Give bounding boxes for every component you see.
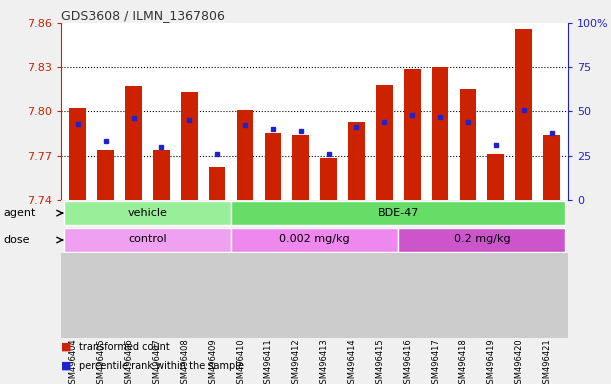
Bar [376, 85, 393, 200]
Bar [488, 154, 504, 200]
Bar [64, 228, 231, 252]
Text: ■: ■ [61, 361, 71, 371]
Bar [236, 110, 254, 200]
Text: GDS3608 / ILMN_1367806: GDS3608 / ILMN_1367806 [61, 9, 225, 22]
Text: 0.2 mg/kg: 0.2 mg/kg [453, 235, 510, 245]
Bar [209, 167, 225, 200]
Text: ■: ■ [61, 342, 71, 352]
Text: dose: dose [3, 235, 29, 245]
Bar [543, 135, 560, 200]
Bar [459, 89, 477, 200]
Bar [231, 228, 398, 252]
Bar [231, 201, 565, 225]
Bar [320, 159, 337, 200]
Bar [125, 86, 142, 200]
Bar [293, 135, 309, 200]
Bar [265, 134, 281, 200]
Text: 0.002 mg/kg: 0.002 mg/kg [279, 235, 350, 245]
Text: transformed count: transformed count [79, 342, 170, 352]
Bar [432, 67, 448, 200]
Bar [64, 201, 231, 225]
Bar [97, 150, 114, 200]
Bar [181, 92, 197, 200]
Bar [398, 228, 565, 252]
Text: agent: agent [3, 208, 35, 218]
Bar [515, 29, 532, 200]
Text: vehicle: vehicle [128, 208, 167, 218]
Text: BDE-47: BDE-47 [378, 208, 419, 218]
Text: control: control [128, 235, 167, 245]
Bar [70, 108, 86, 200]
Bar [404, 69, 420, 200]
Bar [348, 122, 365, 200]
Text: percentile rank within the sample: percentile rank within the sample [79, 361, 244, 371]
Bar [153, 150, 170, 200]
